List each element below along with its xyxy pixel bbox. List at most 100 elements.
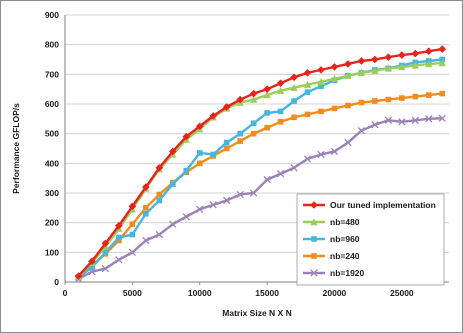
legend-label: nb=1920 xyxy=(330,268,365,278)
data-point xyxy=(357,69,366,77)
data-point xyxy=(263,85,271,93)
data-point xyxy=(196,205,204,213)
data-point xyxy=(116,237,122,244)
marker-stroke xyxy=(398,118,406,126)
data-point xyxy=(182,132,191,141)
data-point xyxy=(128,202,137,211)
data-point xyxy=(398,51,406,59)
data-point xyxy=(156,197,163,204)
y-tick-label: 900 xyxy=(45,10,59,20)
legend: Our tuned implementation nb=480 nb=960 nb=2… xyxy=(296,193,445,286)
y-tick-label: 600 xyxy=(45,99,59,109)
marker-stroke xyxy=(303,155,312,163)
data-point xyxy=(129,231,136,238)
series-line xyxy=(77,92,443,279)
legend-entry: nb=240 xyxy=(303,251,360,261)
data-point xyxy=(276,170,285,178)
y-tick-label: 800 xyxy=(45,40,59,50)
legend-swatch-marker xyxy=(310,269,318,277)
series-line xyxy=(77,61,443,278)
data-point xyxy=(196,160,203,167)
data-point xyxy=(250,130,257,137)
data-point xyxy=(425,92,432,98)
data-point xyxy=(102,249,109,256)
data-point xyxy=(357,127,366,135)
data-point xyxy=(250,95,258,103)
data-point xyxy=(331,105,338,112)
data-point xyxy=(357,57,366,65)
data-point xyxy=(276,86,285,94)
y-tick-label: 500 xyxy=(45,129,59,139)
legend-entry: nb=1920 xyxy=(303,268,365,278)
legend-label: nb=240 xyxy=(330,251,360,261)
data-point xyxy=(411,116,419,124)
data-point xyxy=(143,210,149,217)
marker-stroke xyxy=(344,138,352,147)
data-point xyxy=(263,175,271,184)
data-point xyxy=(182,213,190,221)
data-point xyxy=(250,120,257,127)
data-point xyxy=(384,116,393,124)
data-point xyxy=(290,73,298,82)
data-point xyxy=(425,60,433,68)
data-point xyxy=(412,93,419,100)
data-point xyxy=(129,221,136,227)
axes: 0 100 200 300 400 500 600 700 800 900 0 5000 10000 15… xyxy=(45,10,449,298)
legend-swatch-marker xyxy=(311,253,317,259)
data-point xyxy=(209,201,217,209)
data-point xyxy=(128,248,137,256)
data-point xyxy=(318,83,324,89)
x-tick-label: 5000 xyxy=(123,288,142,298)
marker-stroke xyxy=(142,236,150,245)
x-tick-label: 0 xyxy=(63,288,68,298)
x-tick-label: 20000 xyxy=(323,288,347,298)
marker-stroke xyxy=(182,213,190,221)
y-tick-label: 0 xyxy=(54,277,59,287)
data-point xyxy=(183,167,190,174)
data-point xyxy=(169,181,176,187)
data-point xyxy=(304,111,311,118)
data-point xyxy=(425,115,433,123)
data-point xyxy=(371,121,379,129)
marker-stroke xyxy=(249,189,258,197)
data-point xyxy=(168,147,177,156)
data-point xyxy=(398,63,406,71)
series-0 xyxy=(74,45,447,280)
legend-label: Our tuned implementation xyxy=(330,200,436,210)
marker-stroke xyxy=(438,114,446,122)
marker-stroke xyxy=(310,269,318,277)
marker-stroke xyxy=(290,164,298,172)
legend-label: nb=960 xyxy=(330,234,360,244)
data-point xyxy=(210,151,217,158)
data-point xyxy=(330,147,339,156)
gridlines xyxy=(65,14,449,283)
data-point xyxy=(317,66,325,74)
y-axis-title: Performance GFLOP/s xyxy=(11,103,21,194)
data-point xyxy=(277,119,284,125)
data-point xyxy=(223,139,230,146)
marker-stroke xyxy=(263,175,271,184)
y-tick-label: 300 xyxy=(45,188,59,198)
data-point xyxy=(115,256,123,264)
data-point xyxy=(249,189,258,197)
data-point xyxy=(101,239,110,248)
data-point xyxy=(303,155,312,163)
data-point xyxy=(344,138,352,147)
data-point xyxy=(249,89,258,98)
legend-label: nb=480 xyxy=(330,217,360,227)
data-point xyxy=(398,118,406,126)
marker-stroke xyxy=(236,190,244,199)
data-point xyxy=(330,63,339,71)
marker-stroke xyxy=(384,116,393,124)
data-point xyxy=(291,114,297,121)
x-axis-title: Matrix Size N X N xyxy=(222,308,291,318)
data-point xyxy=(276,79,285,88)
data-point xyxy=(345,102,351,109)
data-point xyxy=(101,264,110,273)
marker-stroke xyxy=(128,248,137,256)
data-point xyxy=(196,150,203,156)
data-point xyxy=(358,99,365,106)
data-point xyxy=(195,122,204,131)
data-point xyxy=(236,95,244,104)
